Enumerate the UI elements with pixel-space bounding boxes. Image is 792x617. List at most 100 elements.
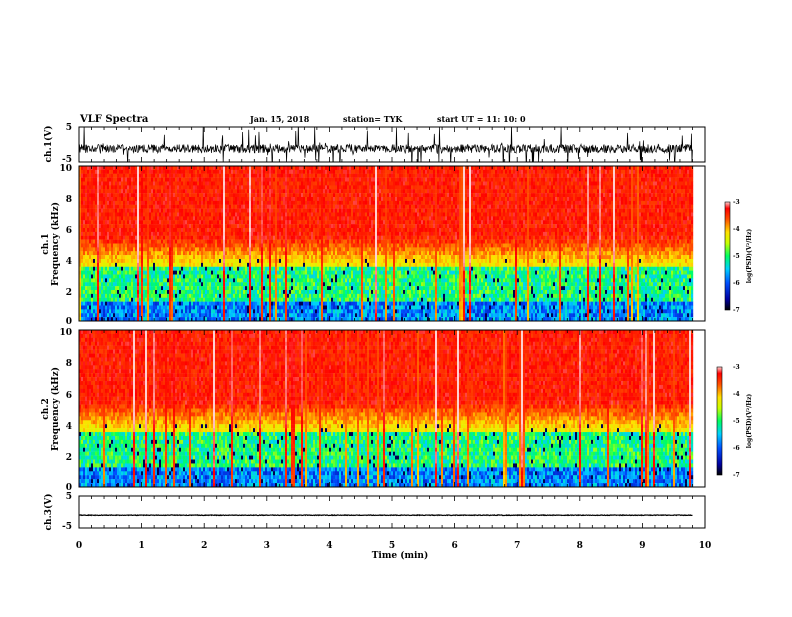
spectrogram-cell <box>317 302 319 306</box>
spectrogram-cell <box>193 275 195 279</box>
spectrogram-cell <box>147 294 149 298</box>
spectrogram-cell <box>309 189 311 193</box>
spectrogram-cell <box>299 193 301 197</box>
spectrogram-cell <box>303 251 305 255</box>
spectrogram-cell <box>305 240 307 244</box>
spectrogram-cell <box>81 197 83 201</box>
spectrogram-cell <box>283 166 285 170</box>
spectrogram-cell <box>199 294 201 298</box>
spectrogram-cell <box>269 182 271 186</box>
spectrogram-cell <box>229 263 231 267</box>
spectrogram-cell <box>183 216 185 220</box>
spectrogram-cell <box>115 251 117 255</box>
spectrogram-cell <box>117 213 119 217</box>
spectrogram-cell <box>301 259 303 263</box>
spectrogram-cell <box>135 259 137 263</box>
spectrogram-cell <box>297 216 299 220</box>
spectrogram-cell <box>283 209 285 213</box>
spectrogram-cell <box>97 189 99 193</box>
spectrogram-cell <box>291 251 293 255</box>
spectrogram-cell <box>195 251 197 255</box>
spectrogram-cell <box>279 236 281 240</box>
spectrogram-cell <box>95 236 97 240</box>
spectrogram-cell <box>141 224 143 228</box>
spectrogram-cell <box>313 263 315 267</box>
spectrogram-cell <box>155 240 157 244</box>
spectrogram-cell <box>213 313 215 317</box>
spectrogram-cell <box>159 298 161 302</box>
spectrogram-cell <box>103 228 105 232</box>
spectrogram-cell <box>279 170 281 174</box>
spectrogram-cell <box>295 282 297 286</box>
spectrogram-cell <box>269 259 271 263</box>
spectrogram-cell <box>159 278 161 282</box>
spectrogram-cell <box>91 240 93 244</box>
spectrogram-cell <box>275 166 277 170</box>
spectrogram-cell <box>251 240 253 244</box>
spectrogram-cell <box>295 216 297 220</box>
spectrogram-cell <box>287 255 289 259</box>
spectrogram-cell <box>275 201 277 205</box>
spectrogram-cell <box>125 228 127 232</box>
spectrogram-cell <box>163 236 165 240</box>
spectrogram-cell <box>199 240 201 244</box>
spectrogram-cell <box>205 271 207 275</box>
spectrogram-cell <box>145 247 147 251</box>
spectrogram-cell <box>305 275 307 279</box>
spectrogram-cell <box>305 220 307 224</box>
spectrogram-cell <box>271 302 273 306</box>
spectrogram-cell <box>129 224 131 228</box>
spectrogram-cell <box>123 271 125 275</box>
spectrogram-cell <box>223 267 225 271</box>
spectrogram-cell <box>257 255 259 259</box>
spectrogram-cell <box>83 247 85 251</box>
spectrogram-cell <box>243 166 245 170</box>
spectrogram-cell <box>165 197 167 201</box>
spectrogram-cell <box>209 170 211 174</box>
spectrogram-cell <box>207 228 209 232</box>
spectrogram-cell <box>207 267 209 271</box>
spectrogram-cell <box>247 306 249 310</box>
spectrogram-cell <box>311 255 313 259</box>
spectrogram-cell <box>185 178 187 182</box>
spectrogram-cell <box>193 278 195 282</box>
spectrogram-cell <box>305 170 307 174</box>
spectrogram-cell <box>273 313 275 317</box>
spectrogram-cell <box>285 240 287 244</box>
spectrogram-cell <box>231 294 233 298</box>
spectrogram-cell <box>189 290 191 294</box>
spectrogram-cell <box>281 182 283 186</box>
spectrogram-cell <box>169 263 171 267</box>
spectrogram-cell <box>149 294 151 298</box>
spectrogram-cell <box>293 298 295 302</box>
spectrogram-cell <box>183 247 185 251</box>
spectrogram-cell <box>315 278 317 282</box>
spectrogram-cell <box>109 201 111 205</box>
spectrogram-cell <box>109 282 111 286</box>
spectrogram-cell <box>87 267 89 271</box>
spectrogram-cell <box>243 224 245 228</box>
spectrogram-cell <box>205 197 207 201</box>
spectrogram-cell <box>209 286 211 290</box>
spectrogram-cell <box>147 224 149 228</box>
spectrogram-cell <box>91 178 93 182</box>
spectrogram-cell <box>257 232 259 236</box>
spectrogram-cell <box>287 240 289 244</box>
spectrogram-cell <box>143 170 145 174</box>
spectrogram-cell <box>199 182 201 186</box>
spectrogram-cell <box>97 244 99 248</box>
spectrogram-cell <box>115 309 117 313</box>
spectrogram-cell <box>131 185 133 189</box>
spectrogram-cell <box>241 302 243 306</box>
spectrogram-cell <box>313 290 315 294</box>
spectrogram-cell <box>173 236 175 240</box>
spectrogram-cell <box>231 197 233 201</box>
spectrogram-cell <box>283 267 285 271</box>
spectrogram-cell <box>231 298 233 302</box>
spectrogram-cell <box>275 255 277 259</box>
spectrogram-cell <box>233 263 235 267</box>
spectrogram-cell <box>119 309 121 313</box>
spectrogram-cell <box>183 220 185 224</box>
spectrogram-cell <box>281 294 283 298</box>
spectrogram-cell <box>303 278 305 282</box>
